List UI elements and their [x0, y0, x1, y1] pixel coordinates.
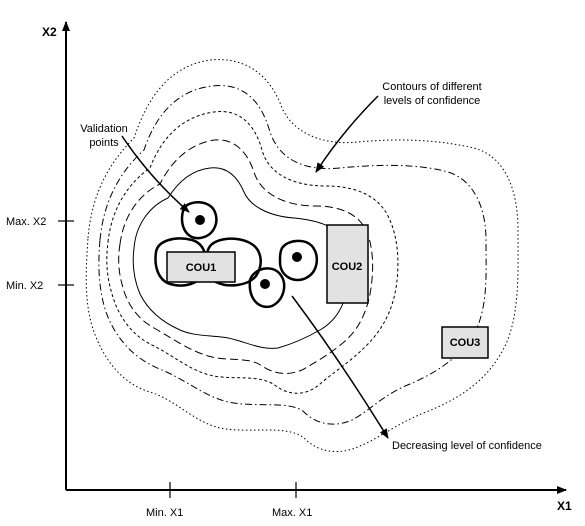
decreasing-label: Decreasing level of confidence	[392, 440, 542, 452]
svg-text:COU2: COU2	[332, 261, 363, 273]
validation-points	[195, 215, 302, 289]
axes	[62, 21, 567, 494]
validation-loop-right	[278, 239, 319, 282]
contours-label-line2: levels of confidence	[384, 95, 481, 107]
x-tick-label-max: Max. X1	[272, 507, 312, 519]
cou3-box: COU3	[441, 326, 489, 359]
cou2-box: COU2	[326, 224, 369, 304]
y-tick-label-min: Min. X2	[6, 280, 43, 292]
contours-label-line1: Contours of different	[382, 81, 481, 93]
svg-text:COU1: COU1	[186, 262, 217, 274]
validation-label-line1: Validation	[80, 123, 128, 135]
validation-label-line2: points	[89, 137, 119, 149]
validation-point-1	[195, 215, 205, 225]
validation-point-2	[292, 252, 302, 262]
validation-arrow	[121, 135, 190, 213]
contours-arrow	[315, 95, 379, 173]
svg-text:COU3: COU3	[450, 337, 481, 349]
validation-point-3	[260, 279, 270, 289]
tick-marks	[58, 220, 297, 498]
cou1-box: COU1	[166, 251, 236, 283]
x-tick-label-min: Min. X1	[146, 507, 183, 519]
contour-long-dash	[118, 139, 374, 374]
x-axis-label: X1	[557, 499, 572, 513]
contour-dash-dot	[98, 85, 487, 425]
decreasing-arrow	[291, 295, 389, 439]
contours	[85, 59, 519, 452]
y-axis-label: X2	[42, 25, 57, 39]
y-tick-label-max: Max. X2	[6, 216, 46, 228]
validation-loop-top	[180, 201, 218, 240]
validation-loop-mid	[248, 267, 286, 309]
annotation-arrows	[121, 95, 389, 439]
contour-short-dash	[106, 111, 399, 394]
